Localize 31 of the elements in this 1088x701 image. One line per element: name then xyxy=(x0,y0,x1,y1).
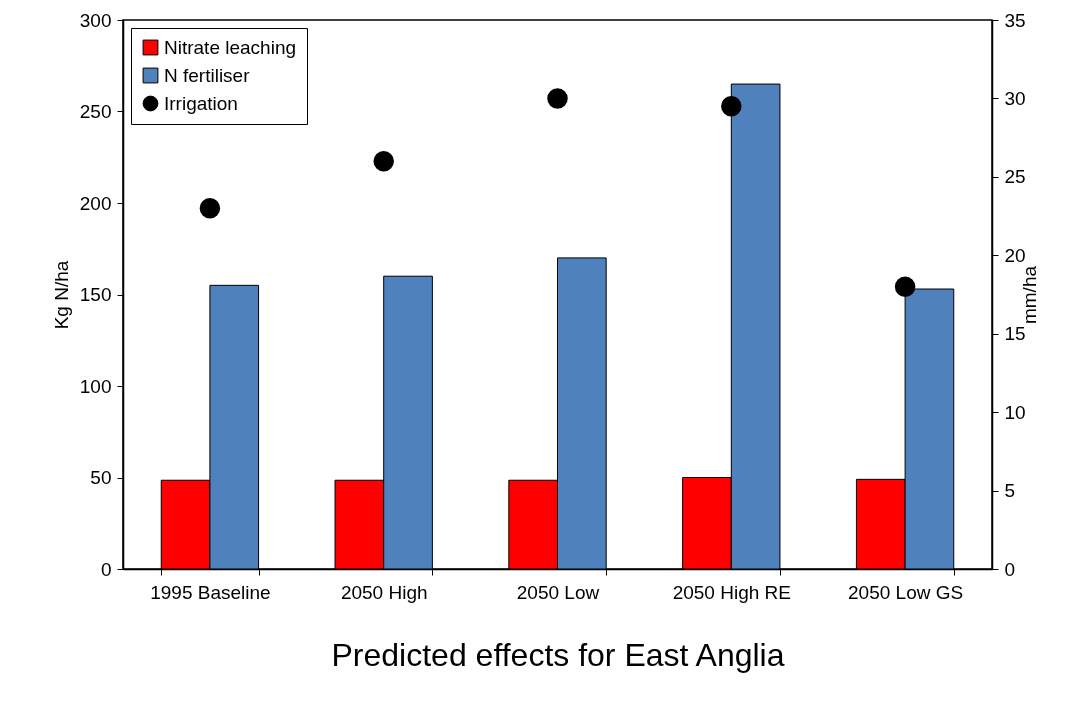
y-tick-label: 50 xyxy=(90,467,112,488)
y-tick-label: 0 xyxy=(100,558,112,580)
y2-tick-label: 30 xyxy=(1004,87,1026,109)
y2-tick-label: 5 xyxy=(1004,480,1016,502)
x-tick-label: 2050 High xyxy=(340,581,428,603)
y-tick-label: 250 xyxy=(79,101,112,122)
y2-tick-label: 15 xyxy=(1004,323,1026,345)
y-tick-label: 300 xyxy=(79,9,112,31)
y-tick-label: 100 xyxy=(79,375,112,397)
legend-label: N fertiliser xyxy=(164,64,251,86)
y2-axis-title: mm/ha xyxy=(1018,265,1040,325)
x-tick-label: 2050 Low xyxy=(516,581,600,603)
x-axis-title: Predicted effects for East Anglia xyxy=(331,636,785,673)
y-axis-title: Kg N/ha xyxy=(50,260,72,330)
point xyxy=(547,88,568,109)
legend-label: Irrigation xyxy=(164,92,238,114)
x-tick-label: 2050 High RE xyxy=(672,581,791,603)
point xyxy=(373,150,394,172)
y-tick-label: 200 xyxy=(79,192,112,214)
y2-tick-label: 0 xyxy=(1004,558,1016,580)
x-tick-label: 1995 Baseline xyxy=(150,581,271,603)
y2-tick-label: 35 xyxy=(1004,9,1026,31)
y-tick-label: 150 xyxy=(79,284,112,305)
point xyxy=(894,276,916,297)
point xyxy=(721,96,742,117)
x-tick-label: 2050 Low GS xyxy=(848,581,964,603)
y2-tick-label: 10 xyxy=(1004,401,1026,423)
y2-tick-label: 25 xyxy=(1004,166,1026,188)
point xyxy=(199,198,221,219)
y2-tick-label: 20 xyxy=(1004,244,1026,266)
legend-label: Nitrate leaching xyxy=(164,36,297,58)
